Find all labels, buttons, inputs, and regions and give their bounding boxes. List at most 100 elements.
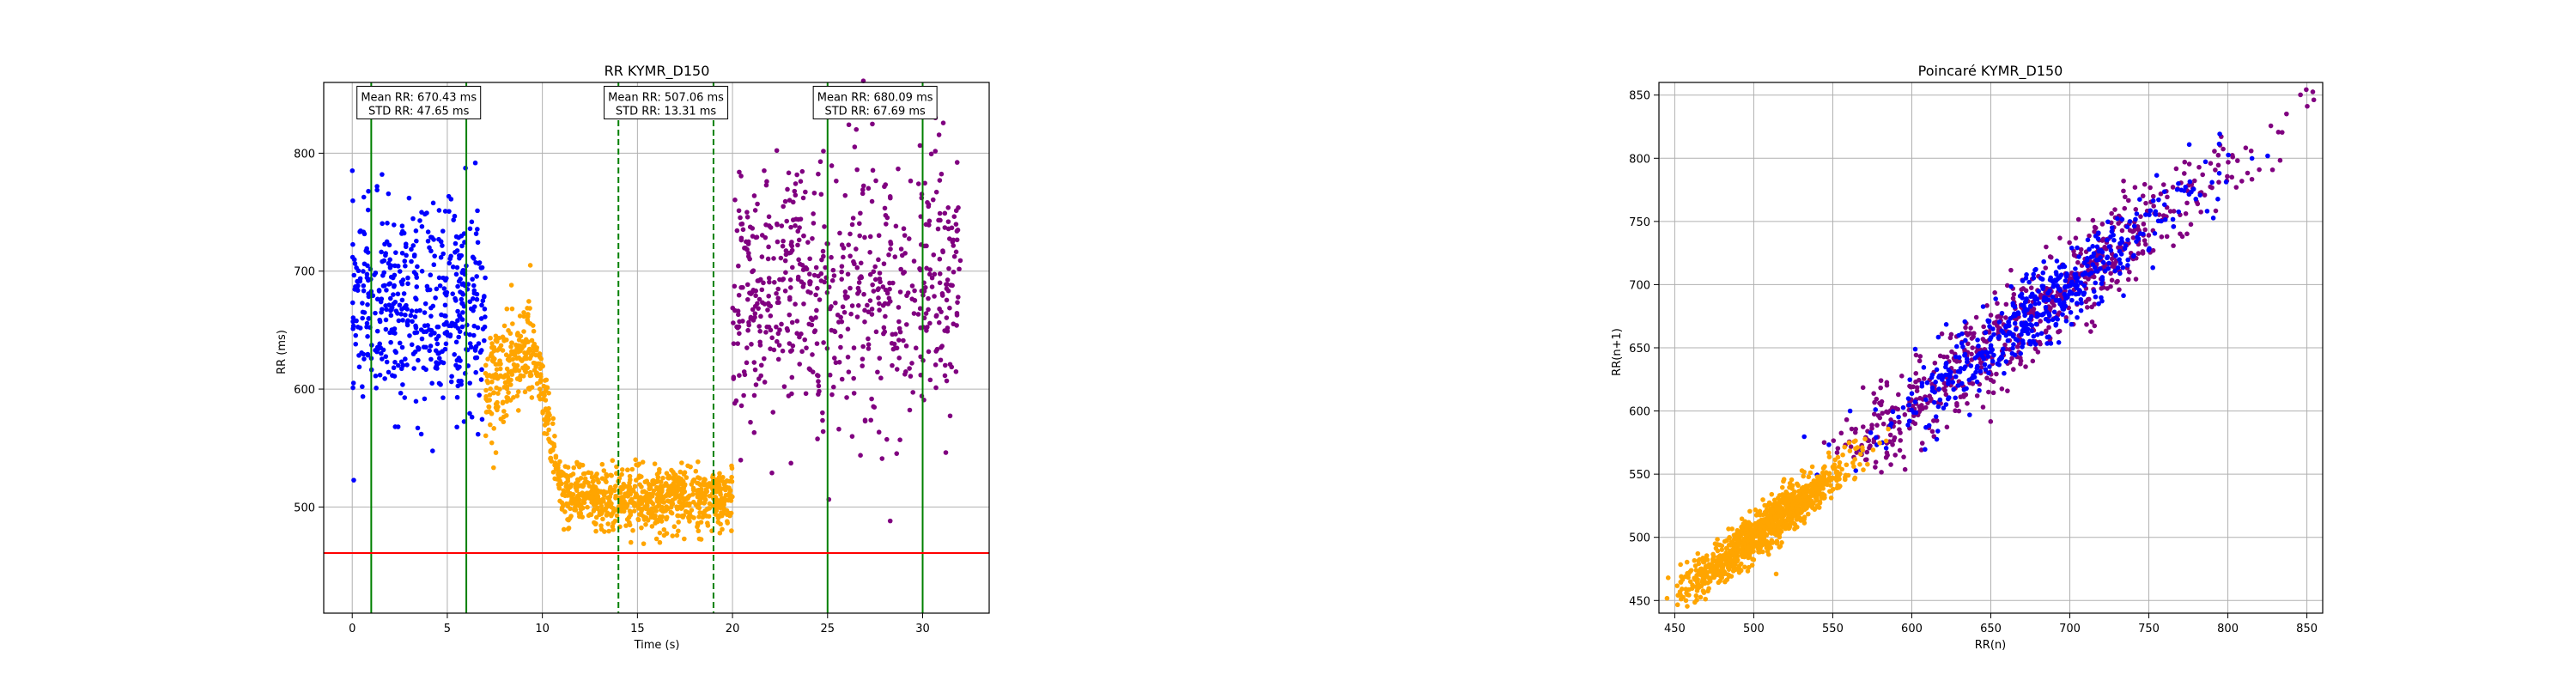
poincare-point [2099, 247, 2104, 253]
rr-point [427, 348, 432, 354]
rr-point [922, 284, 928, 290]
rr-point [595, 506, 600, 512]
rr-point [580, 462, 586, 468]
rr-point [460, 268, 466, 273]
poincare-point [1806, 483, 1811, 489]
poincare-point [2159, 234, 2165, 240]
rr-point [752, 311, 758, 316]
poincare-point [1717, 572, 1723, 578]
rr-point [725, 520, 731, 526]
poincare-point [1795, 508, 1801, 513]
rr-point [758, 362, 764, 368]
rr-point [744, 282, 750, 288]
rr-point [634, 493, 640, 498]
rr-point [493, 450, 499, 455]
poincare-point [1898, 438, 1903, 443]
poincare-point [2186, 142, 2192, 148]
rr-point [471, 256, 477, 261]
poincare-point [2026, 331, 2031, 337]
rr-point [942, 225, 948, 230]
rr-point [380, 221, 385, 227]
poincare-point [1798, 500, 1804, 505]
rr-point [781, 277, 787, 282]
rr-point [580, 505, 586, 511]
rr-point [477, 392, 482, 398]
poincare-point [1860, 385, 1866, 391]
rr-annotation-box [604, 85, 729, 119]
poincare-point [2170, 216, 2176, 222]
poincare-point [2150, 193, 2156, 199]
rr-chart-ylabel: RR (ms) [276, 330, 289, 374]
poincare-point [2069, 297, 2075, 303]
rr-point [351, 477, 356, 483]
rr-point [937, 271, 943, 277]
poincare-point [1703, 596, 1708, 602]
rr-point [573, 483, 579, 489]
rr-point [461, 419, 467, 424]
rr-point [440, 243, 445, 248]
poincare-point [1912, 399, 1918, 404]
rr-point [877, 356, 883, 361]
poincare-point [2125, 237, 2130, 243]
rr-point [357, 325, 363, 331]
poincare-xtick-label: 550 [1822, 623, 1844, 635]
rr-xtick-label: 5 [444, 623, 451, 635]
rr-point [951, 321, 957, 327]
poincare-point [1901, 454, 1906, 459]
rr-point [437, 283, 443, 289]
poincare-point [2127, 219, 2133, 224]
poincare-point [2050, 284, 2056, 289]
rr-point [514, 393, 520, 398]
rr-point [951, 243, 957, 248]
rr-point [484, 398, 490, 404]
poincare-point [1799, 468, 1805, 473]
rr-point [607, 486, 613, 492]
poincare-point [1990, 347, 1996, 353]
rr-point [379, 350, 384, 356]
rr-point [377, 319, 383, 325]
rr-point [353, 332, 359, 338]
rr-point [925, 199, 930, 205]
poincare-point [1821, 440, 1827, 446]
poincare-point [1913, 379, 1918, 385]
rr-point [387, 295, 393, 301]
rr-point [373, 270, 379, 276]
rr-point [374, 184, 380, 189]
rr-point [930, 197, 936, 203]
poincare-point [1809, 464, 1815, 470]
poincare-point [1984, 303, 1990, 308]
rr-point [938, 357, 944, 363]
rr-point [931, 252, 937, 258]
rr-point [765, 307, 770, 313]
poincare-point [2109, 225, 2115, 230]
poincare-point [2133, 216, 2138, 222]
rr-point [479, 416, 485, 423]
rr-point [498, 416, 504, 422]
poincare-ytick-label: 500 [1629, 532, 1650, 545]
poincare-point [2044, 297, 2050, 302]
poincare-point [2210, 216, 2216, 221]
rr-point [875, 369, 880, 375]
rr-point [388, 339, 393, 345]
poincare-point [2056, 329, 2061, 335]
rr-point [471, 332, 477, 338]
rr-point [738, 173, 744, 179]
rr-point [407, 333, 412, 338]
rr-point [881, 325, 887, 331]
rr-point [896, 319, 902, 325]
poincare-point [2138, 214, 2143, 219]
poincare-point [1801, 473, 1806, 479]
rr-point [726, 490, 732, 496]
rr-point [452, 352, 457, 357]
rr-point [428, 313, 434, 319]
rr-point [810, 369, 816, 374]
rr-point [619, 467, 625, 472]
rr-point [474, 296, 480, 302]
poincare-point [2075, 301, 2080, 306]
rr-point [655, 517, 661, 523]
poincare-point [2183, 184, 2189, 190]
rr-point [737, 169, 742, 175]
rr-point [612, 488, 617, 494]
rr-point [589, 500, 594, 505]
rr-point [643, 506, 649, 512]
